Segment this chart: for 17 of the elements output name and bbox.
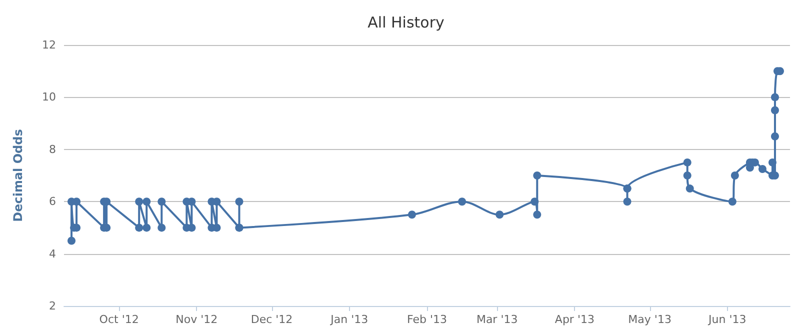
x-tick-label: Apr '13	[554, 313, 594, 326]
y-tick-label: 6	[49, 195, 56, 208]
x-tick-label: Jan '13	[330, 313, 368, 326]
x-tick-label: Jun '13	[708, 313, 746, 326]
y-tick-label: 8	[49, 142, 56, 156]
x-tick-label: Mar '13	[476, 313, 518, 326]
y-tick-label: 4	[49, 247, 56, 260]
x-tick-label: Dec '12	[250, 313, 293, 326]
x-tick-label: Feb '13	[407, 313, 447, 326]
x-tick-label: May '13	[628, 313, 672, 326]
y-tick-label: 10	[42, 90, 56, 104]
x-tick-label: Oct '12	[99, 313, 139, 326]
x-tick-label: Nov '12	[176, 313, 218, 326]
chart-title: All History	[368, 14, 444, 32]
y-tick-label: 12	[42, 38, 56, 52]
y-tick-label: 2	[49, 300, 56, 312]
y-axis-title: Decimal Odds	[11, 129, 25, 222]
